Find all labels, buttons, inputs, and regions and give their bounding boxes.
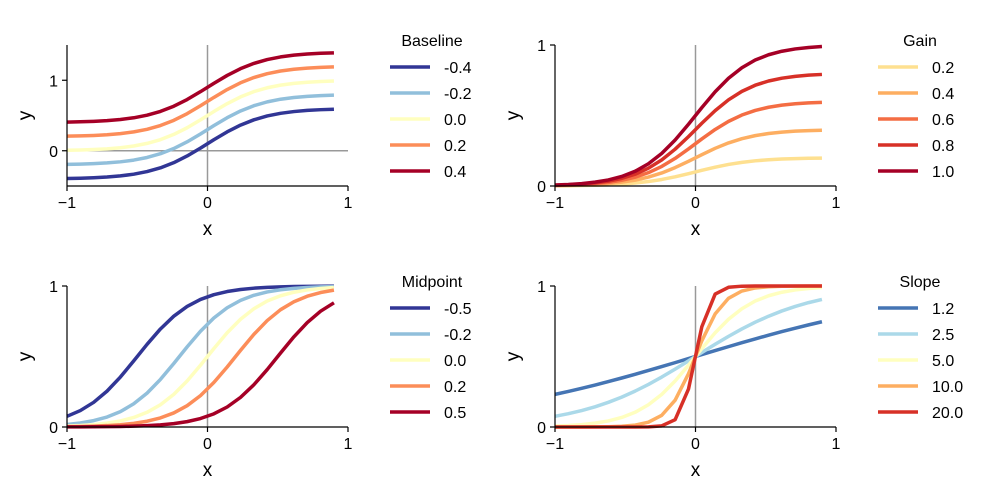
series-line-1.2 bbox=[554, 320, 823, 397]
series-line-0.2 bbox=[66, 65, 335, 138]
series-line-2.5 bbox=[554, 297, 823, 419]
legend-label: 0.8 bbox=[932, 138, 954, 155]
x-tick-label: 1 bbox=[832, 195, 841, 212]
x-tick-label: 0 bbox=[691, 195, 700, 212]
legend-label: 2.5 bbox=[932, 327, 954, 344]
series-line--0.5 bbox=[66, 284, 334, 418]
series-line-0.4 bbox=[66, 51, 335, 124]
legend-label: -0.5 bbox=[444, 301, 472, 318]
legend-label: 0.2 bbox=[932, 60, 954, 77]
legend-title: Gain bbox=[903, 33, 937, 50]
x-axis-label: x bbox=[203, 219, 213, 240]
legend-label: 1.0 bbox=[932, 164, 954, 181]
legend-label: 1.2 bbox=[932, 301, 954, 318]
series-line-0.8 bbox=[554, 72, 823, 187]
x-tick-label: 1 bbox=[344, 436, 353, 453]
legend-label: 20.0 bbox=[932, 405, 963, 422]
series-line-0.0 bbox=[66, 79, 335, 153]
y-tick-label: 1 bbox=[537, 279, 546, 296]
legend: Midpoint -0.5 -0.2 0.0 0.2 0.5 bbox=[390, 274, 472, 422]
x-axis-label: x bbox=[691, 460, 701, 481]
x-tick-label: 1 bbox=[344, 195, 353, 212]
x-axis-label: x bbox=[691, 219, 701, 240]
y-axis-label: y bbox=[503, 110, 524, 120]
x-tick-label: −1 bbox=[546, 436, 564, 453]
series-line-1.0 bbox=[554, 44, 823, 187]
legend-label: 10.0 bbox=[932, 379, 963, 396]
legend: Slope 1.2 2.5 5.0 10.0 20.0 bbox=[878, 274, 963, 422]
y-tick-label: 1 bbox=[49, 279, 58, 296]
y-tick-label: 0 bbox=[49, 144, 58, 161]
legend-label: 0.2 bbox=[444, 379, 466, 396]
x-tick-label: 0 bbox=[203, 195, 212, 212]
x-tick-label: 0 bbox=[691, 436, 700, 453]
legend-title: Midpoint bbox=[402, 274, 463, 291]
legend: Gain 0.2 0.4 0.6 0.8 1.0 bbox=[878, 33, 954, 181]
x-tick-label: −1 bbox=[546, 195, 564, 212]
legend: Baseline -0.4 -0.2 0.0 0.2 0.4 bbox=[390, 33, 472, 181]
y-tick-label: 0 bbox=[537, 420, 546, 437]
legend-label: -0.2 bbox=[444, 86, 472, 103]
legend-label: 0.5 bbox=[444, 405, 466, 422]
legend-label: 0.4 bbox=[932, 86, 954, 103]
y-axis-label: y bbox=[15, 351, 36, 361]
x-tick-label: −1 bbox=[58, 436, 76, 453]
legend-label: 0.6 bbox=[932, 112, 954, 129]
y-tick-label: 0 bbox=[537, 179, 546, 196]
legend-label: 0.0 bbox=[444, 112, 466, 129]
y-axis-label: y bbox=[15, 110, 36, 120]
legend-label: 5.0 bbox=[932, 353, 954, 370]
x-tick-label: 0 bbox=[203, 436, 212, 453]
legend-label: 0.4 bbox=[444, 164, 466, 181]
panel-1: −1 0 1 0 1 x y Baseline -0.4 -0.2 0.0 0.2 0.4 bbox=[15, 33, 472, 240]
series-line--0.2 bbox=[66, 284, 334, 427]
legend-title: Baseline bbox=[401, 33, 462, 50]
series-line--0.2 bbox=[66, 93, 335, 167]
series-line--0.4 bbox=[66, 107, 335, 181]
x-axis-label: x bbox=[203, 460, 213, 481]
y-tick-label: 1 bbox=[537, 38, 546, 55]
legend-title: Slope bbox=[900, 274, 941, 291]
series-line-0.0 bbox=[66, 285, 335, 428]
x-tick-label: 1 bbox=[832, 436, 841, 453]
x-tick-label: −1 bbox=[58, 195, 76, 212]
series-line-5.0 bbox=[554, 285, 823, 428]
series-line-0.2 bbox=[66, 288, 335, 429]
legend-label: 0.2 bbox=[444, 138, 466, 155]
legend-label: -0.4 bbox=[444, 60, 472, 77]
y-tick-label: 1 bbox=[49, 73, 58, 90]
y-axis-label: y bbox=[503, 351, 524, 361]
y-tick-label: 0 bbox=[49, 420, 58, 437]
legend-label: 0.0 bbox=[444, 353, 466, 370]
legend-label: -0.2 bbox=[444, 327, 472, 344]
